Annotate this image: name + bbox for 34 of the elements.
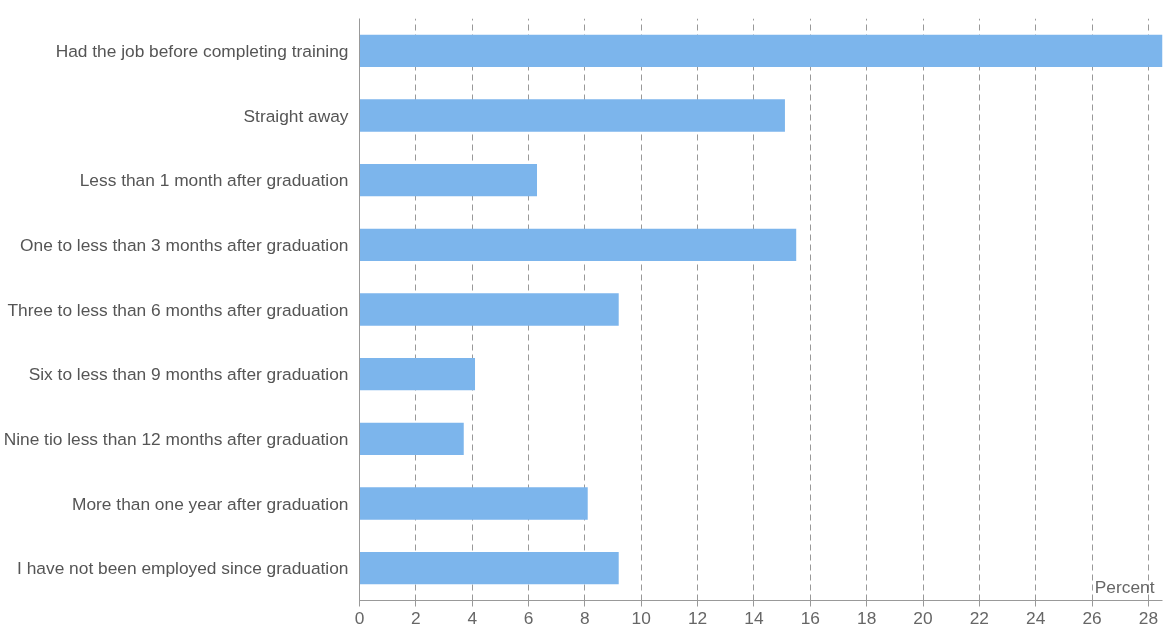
bar xyxy=(359,552,619,585)
y-tick-label: Nine tio less than 12 months after graduation xyxy=(3,428,349,449)
y-tick-label: Straight away xyxy=(243,105,349,126)
bar xyxy=(359,164,538,197)
x-tick-label: 20 xyxy=(913,607,933,628)
bar xyxy=(359,99,785,132)
bar xyxy=(359,487,588,520)
x-tick-label: 28 xyxy=(1138,607,1159,628)
y-tick-label: Six to less than 9 months after graduation xyxy=(28,364,349,385)
x-tick-label: 18 xyxy=(857,607,877,628)
y-tick-label: More than one year after graduation xyxy=(72,493,349,514)
x-tick-label: 6 xyxy=(523,607,534,628)
x-tick-label: 4 xyxy=(467,607,478,628)
x-axis-title: Percent xyxy=(1094,576,1155,597)
y-tick-label: Three to less than 6 months after graduation xyxy=(7,299,349,320)
x-tick-label: 0 xyxy=(354,607,365,628)
y-tick-label: One to less than 3 months after graduation xyxy=(20,234,349,255)
y-tick-label: Less than 1 month after graduation xyxy=(79,170,349,191)
x-tick-label: 2 xyxy=(411,607,421,628)
x-tick-label: 14 xyxy=(744,607,764,628)
y-tick-label: Had the job before completing training xyxy=(55,40,349,61)
x-tick-label: 12 xyxy=(687,607,708,628)
x-tick-label: 22 xyxy=(969,607,989,628)
x-tick-label: 8 xyxy=(580,607,590,628)
bar xyxy=(359,293,619,326)
x-tick-label: 24 xyxy=(1026,607,1046,628)
x-tick-label: 26 xyxy=(1082,607,1102,628)
y-tick-label: I have not been employed since graduation xyxy=(17,558,349,579)
bar xyxy=(359,34,1163,67)
bar xyxy=(359,228,797,261)
x-tick-label: 10 xyxy=(631,607,651,628)
bar xyxy=(359,358,476,391)
x-tick-label: 16 xyxy=(800,607,820,628)
bar xyxy=(359,422,464,455)
